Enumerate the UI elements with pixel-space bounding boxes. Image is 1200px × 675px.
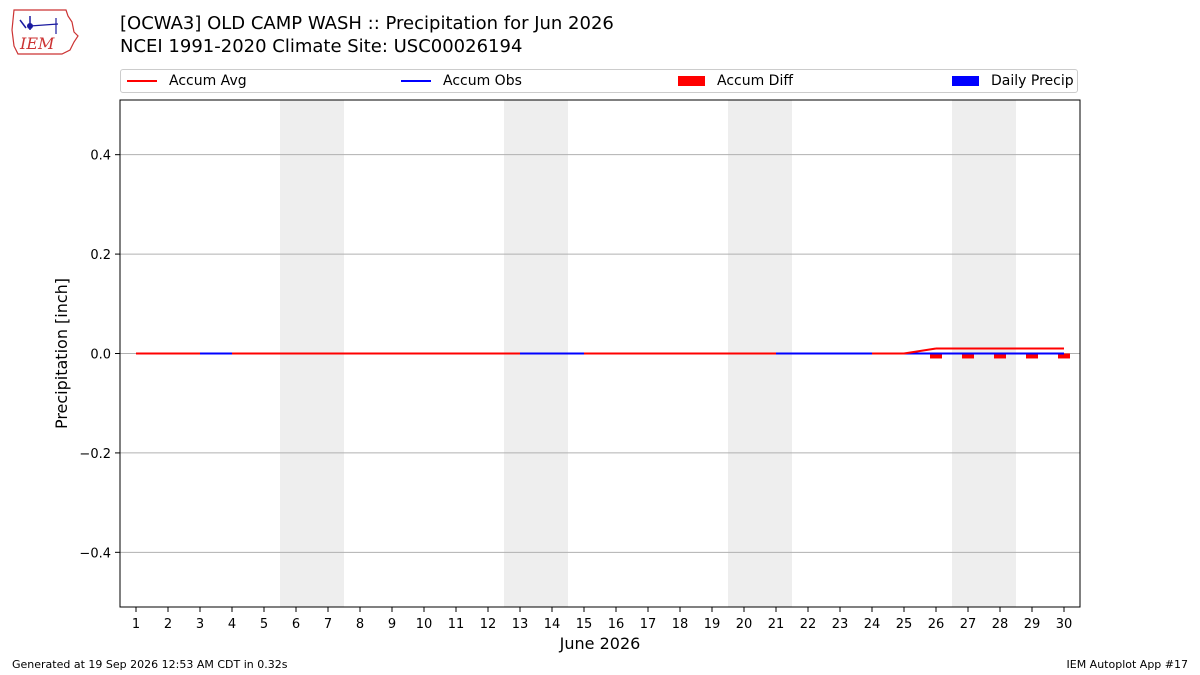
legend-label-accum-obs: Accum Obs: [443, 73, 522, 89]
x-tick-label: 18: [672, 617, 689, 632]
legend-label-accum-avg: Accum Avg: [169, 73, 247, 89]
x-tick-label: 3: [196, 617, 204, 632]
x-tick-label: 11: [448, 617, 465, 632]
x-tick-label: 6: [292, 617, 300, 632]
x-tick-label: 7: [324, 617, 332, 632]
x-tick-label: 23: [832, 617, 849, 632]
footer-generated: Generated at 19 Sep 2026 12:53 AM CDT in…: [12, 658, 288, 671]
y-axis-label: Precipitation [inch]: [52, 278, 71, 429]
legend-swatch-accum-diff: [678, 76, 705, 86]
footer-app: IEM Autoplot App #17: [1066, 658, 1189, 671]
y-tick-label: 0.4: [90, 149, 111, 164]
x-tick-label: 8: [356, 617, 364, 632]
x-tick-label: 22: [800, 617, 817, 632]
legend-item-accum-diff: Accum Diff: [678, 70, 793, 92]
iem-logo: IEM: [11, 9, 79, 55]
x-tick-label: 26: [928, 617, 945, 632]
legend-item-accum-avg: Accum Avg: [127, 70, 247, 92]
y-tick-label: 0.2: [90, 248, 111, 263]
x-tick-label: 29: [1024, 617, 1041, 632]
legend-item-daily-precip: Daily Precip: [952, 70, 1074, 92]
chart-title-block: [OCWA3] OLD CAMP WASH :: Precipitation f…: [120, 12, 614, 58]
x-tick-label: 27: [960, 617, 977, 632]
x-tick-label: 13: [512, 617, 529, 632]
chart-title: [OCWA3] OLD CAMP WASH :: Precipitation f…: [120, 13, 614, 34]
x-tick-label: 1: [132, 617, 140, 632]
x-tick-label: 14: [544, 617, 561, 632]
bar-accum-diff: [930, 353, 942, 359]
x-tick-label: 20: [736, 617, 753, 632]
x-tick-label: 25: [896, 617, 913, 632]
legend-item-accum-obs: Accum Obs: [401, 70, 522, 92]
x-tick-label: 16: [608, 617, 625, 632]
x-tick-label: 17: [640, 617, 657, 632]
x-tick-label: 21: [768, 617, 785, 632]
x-tick-label: 9: [388, 617, 396, 632]
legend-swatch-accum-obs: [401, 80, 431, 82]
legend-swatch-accum-avg: [127, 80, 157, 82]
logo-text: IEM: [19, 34, 55, 53]
x-tick-label: 5: [260, 617, 268, 632]
legend-label-accum-diff: Accum Diff: [717, 73, 794, 89]
x-tick-label: 24: [864, 617, 881, 632]
line-segment-accum-avg: [903, 347, 937, 355]
x-tick-label: 10: [416, 617, 433, 632]
bar-accum-diff: [1058, 353, 1070, 359]
x-tick-label: 12: [480, 617, 497, 632]
bar-accum-diff: [1026, 353, 1038, 359]
chart-subtitle: NCEI 1991-2020 Climate Site: USC00026194: [120, 36, 523, 57]
y-tick-label: −0.4: [79, 546, 111, 561]
chart-legend: Accum Avg Accum Obs Accum Diff Daily Pre…: [120, 69, 1078, 93]
x-tick-label: 30: [1056, 617, 1073, 632]
y-tick-label: −0.2: [79, 447, 111, 462]
bar-accum-diff: [994, 353, 1006, 359]
x-tick-label: 15: [576, 617, 593, 632]
legend-swatch-daily-precip: [952, 76, 979, 86]
x-tick-label: 2: [164, 617, 172, 632]
x-tick-label: 19: [704, 617, 721, 632]
x-axis-label: June 2026: [559, 634, 641, 653]
x-tick-label: 28: [992, 617, 1009, 632]
x-tick-label: 4: [228, 617, 236, 632]
y-tick-label: 0.0: [90, 348, 111, 363]
bar-accum-diff: [962, 353, 974, 359]
legend-label-daily-precip: Daily Precip: [991, 73, 1074, 89]
